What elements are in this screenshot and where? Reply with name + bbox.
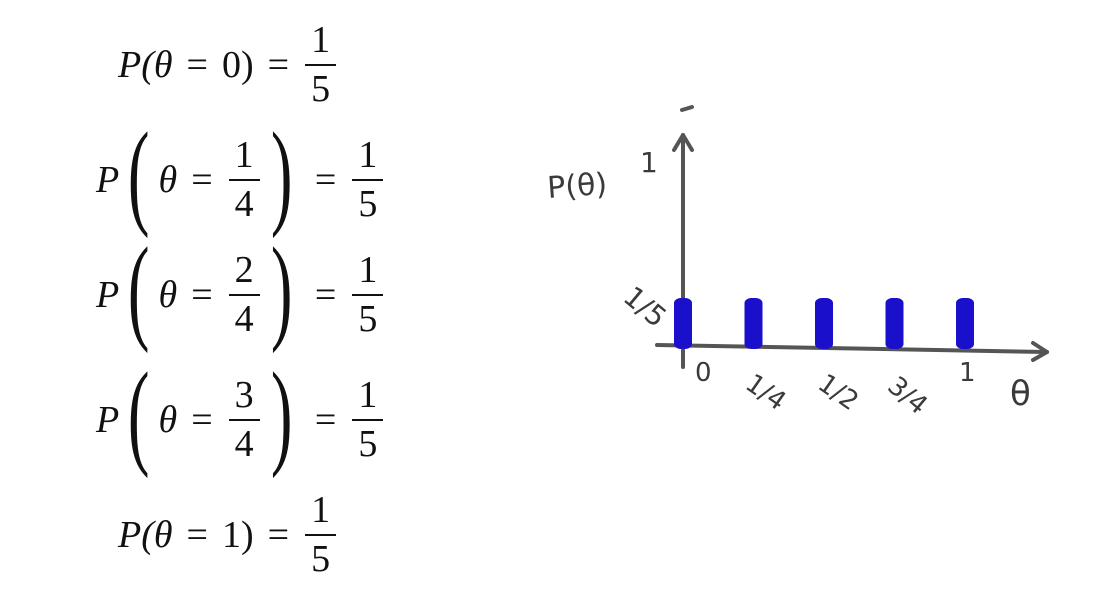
left-paren: (: [128, 348, 150, 479]
y-tick: [680, 105, 694, 112]
fraction-bar: [352, 179, 384, 181]
x-tick-label: 1: [959, 358, 976, 388]
x-tick-label: 1/4: [740, 368, 791, 417]
fraction-bar: [305, 64, 337, 66]
fraction-numerator: 1: [358, 133, 378, 176]
x-tick-label: 1/2: [812, 368, 863, 417]
left-paren: (: [128, 108, 150, 239]
fraction-denominator: 4: [234, 298, 254, 340]
right-paren: ): [270, 348, 293, 479]
closing-paren: ): [240, 44, 254, 86]
y-tick-label: 1/5: [617, 280, 673, 334]
fraction-bar: [352, 419, 384, 421]
equation-row: P(θ = 1) = 1 5: [118, 480, 338, 590]
equals-sign: =: [314, 399, 337, 441]
fraction-numerator: 1: [358, 248, 378, 291]
fraction-bar: [305, 534, 337, 536]
equation-row: P(θ = 3 4) = 1 5: [96, 355, 385, 475]
theta-symbol: θ: [158, 159, 178, 201]
equals-sign: =: [186, 44, 208, 86]
fraction-numerator: 1: [311, 18, 331, 61]
fraction-denominator: 5: [358, 298, 378, 340]
fraction-denominator: 4: [234, 183, 254, 225]
equals-sign: =: [191, 159, 213, 201]
equation-row: P(θ = 2 4) = 1 5: [96, 230, 385, 350]
y-axis-label: P(θ): [546, 167, 608, 206]
chart-bar: [815, 298, 833, 349]
fraction-bar: [228, 294, 260, 296]
chart-bar: [674, 298, 692, 349]
equals-sign: =: [267, 44, 290, 86]
fraction-numerator: 1: [358, 373, 378, 416]
probability-symbol: P: [96, 274, 120, 316]
left-paren: (: [128, 223, 150, 354]
x-tick-label: 3/4: [882, 371, 933, 421]
fraction-numerator: 1: [234, 133, 254, 176]
equation-list: P(θ = 0) = 1 5 P(θ = 1 4) = 1 5 P(θ = 2 4) = 1 5 P(θ = 3 4) = 1 5 P…: [0, 0, 520, 600]
equals-sign: =: [314, 274, 337, 316]
fraction-denominator: 5: [311, 68, 331, 110]
probability-symbol: P: [96, 399, 120, 441]
fraction-numerator: 1: [311, 488, 331, 531]
right-paren: ): [270, 223, 293, 354]
equals-sign: =: [267, 514, 290, 556]
x-axis-label: θ: [1010, 374, 1031, 414]
fraction-bar: [228, 179, 260, 181]
theta-symbol: θ: [153, 44, 173, 86]
fraction-numerator: 3: [234, 373, 254, 416]
y-tick-label: 1: [640, 146, 658, 179]
chart-bar: [744, 298, 763, 349]
fraction-denominator: 5: [358, 423, 378, 465]
chart-labels: P(θ) 1 1/5 0 1/4 1/2 3/4 1 θ: [546, 146, 1031, 421]
fraction-denominator: 5: [358, 183, 378, 225]
fraction-numerator: 2: [234, 248, 254, 291]
chart-axes: [655, 105, 1049, 369]
x-axis-arrow: [1031, 341, 1049, 362]
fraction-bar: [228, 419, 260, 421]
x-axis: [655, 343, 1049, 354]
fraction-denominator: 4: [234, 423, 254, 465]
theta-value: 1: [221, 514, 241, 556]
equals-sign: =: [186, 514, 208, 556]
probability-symbol: P: [96, 159, 120, 201]
fraction-denominator: 5: [311, 538, 331, 580]
probability-symbol: P(: [118, 44, 154, 86]
equals-sign: =: [314, 159, 337, 201]
closing-paren: ): [240, 514, 254, 556]
y-axis-arrow: [672, 133, 694, 152]
chart-bar: [956, 298, 974, 349]
theta-value: 0: [221, 44, 241, 86]
theta-symbol: θ: [158, 274, 178, 316]
probability-symbol: P(: [118, 514, 154, 556]
theta-symbol: θ: [158, 399, 178, 441]
equals-sign: =: [191, 274, 213, 316]
chart-bars: [674, 298, 974, 349]
theta-symbol: θ: [153, 514, 173, 556]
chart-bar: [885, 298, 904, 349]
equation-row: P(θ = 0) = 1 5: [118, 10, 338, 120]
x-tick-label: 0: [695, 358, 712, 388]
equals-sign: =: [191, 399, 213, 441]
fraction-bar: [352, 294, 384, 296]
equation-row: P(θ = 1 4) = 1 5: [96, 115, 385, 235]
right-paren: ): [270, 108, 293, 239]
